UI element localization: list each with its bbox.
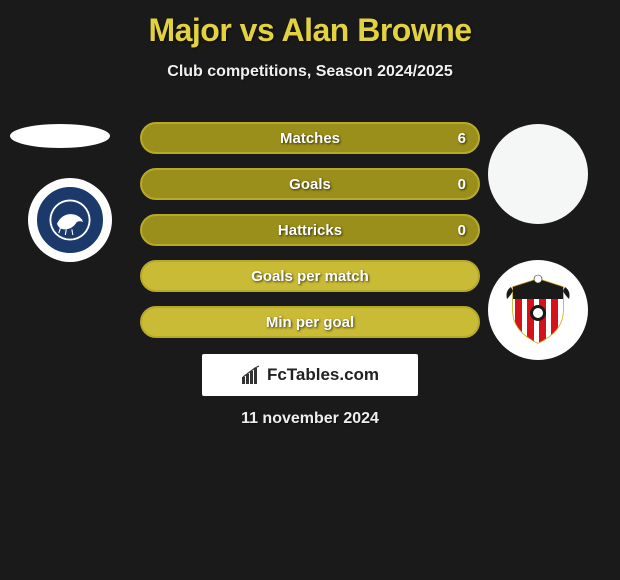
- stat-row-min-per-goal: Min per goal: [140, 306, 480, 338]
- player2-avatar: [488, 124, 588, 224]
- comparison-subtitle: Club competitions, Season 2024/2025: [0, 63, 620, 81]
- vs-separator: vs: [240, 12, 275, 48]
- stat-label: Matches: [280, 130, 340, 147]
- fctables-icon: [241, 365, 261, 385]
- stat-right-value: 6: [458, 130, 466, 147]
- player1-club-badge: [28, 178, 112, 262]
- stat-label: Goals per match: [251, 268, 369, 285]
- stat-row-goals: Goals 0: [140, 168, 480, 200]
- stat-row-goals-per-match: Goals per match: [140, 260, 480, 292]
- player2-name: Alan Browne: [281, 12, 471, 48]
- stat-label: Goals: [289, 176, 331, 193]
- fctables-label: FcTables.com: [267, 365, 379, 385]
- stat-row-matches: Matches 6: [140, 122, 480, 154]
- stat-label: Hattricks: [278, 222, 342, 239]
- stat-label: Min per goal: [266, 314, 354, 331]
- player2-club-badge: [488, 260, 588, 360]
- comparison-title: Major vs Alan Browne: [0, 0, 620, 49]
- player1-name: Major: [148, 12, 231, 48]
- stats-container: Matches 6 Goals 0 Hattricks 0 Goals per …: [140, 122, 480, 352]
- player1-avatar: [10, 124, 110, 148]
- stat-row-hattricks: Hattricks 0: [140, 214, 480, 246]
- comparison-date: 11 november 2024: [0, 410, 620, 428]
- millwall-badge-icon: [37, 187, 103, 253]
- stat-right-value: 0: [458, 176, 466, 193]
- stat-right-value: 0: [458, 222, 466, 239]
- sunderland-badge-icon: [501, 273, 575, 347]
- fctables-watermark: FcTables.com: [202, 354, 418, 396]
